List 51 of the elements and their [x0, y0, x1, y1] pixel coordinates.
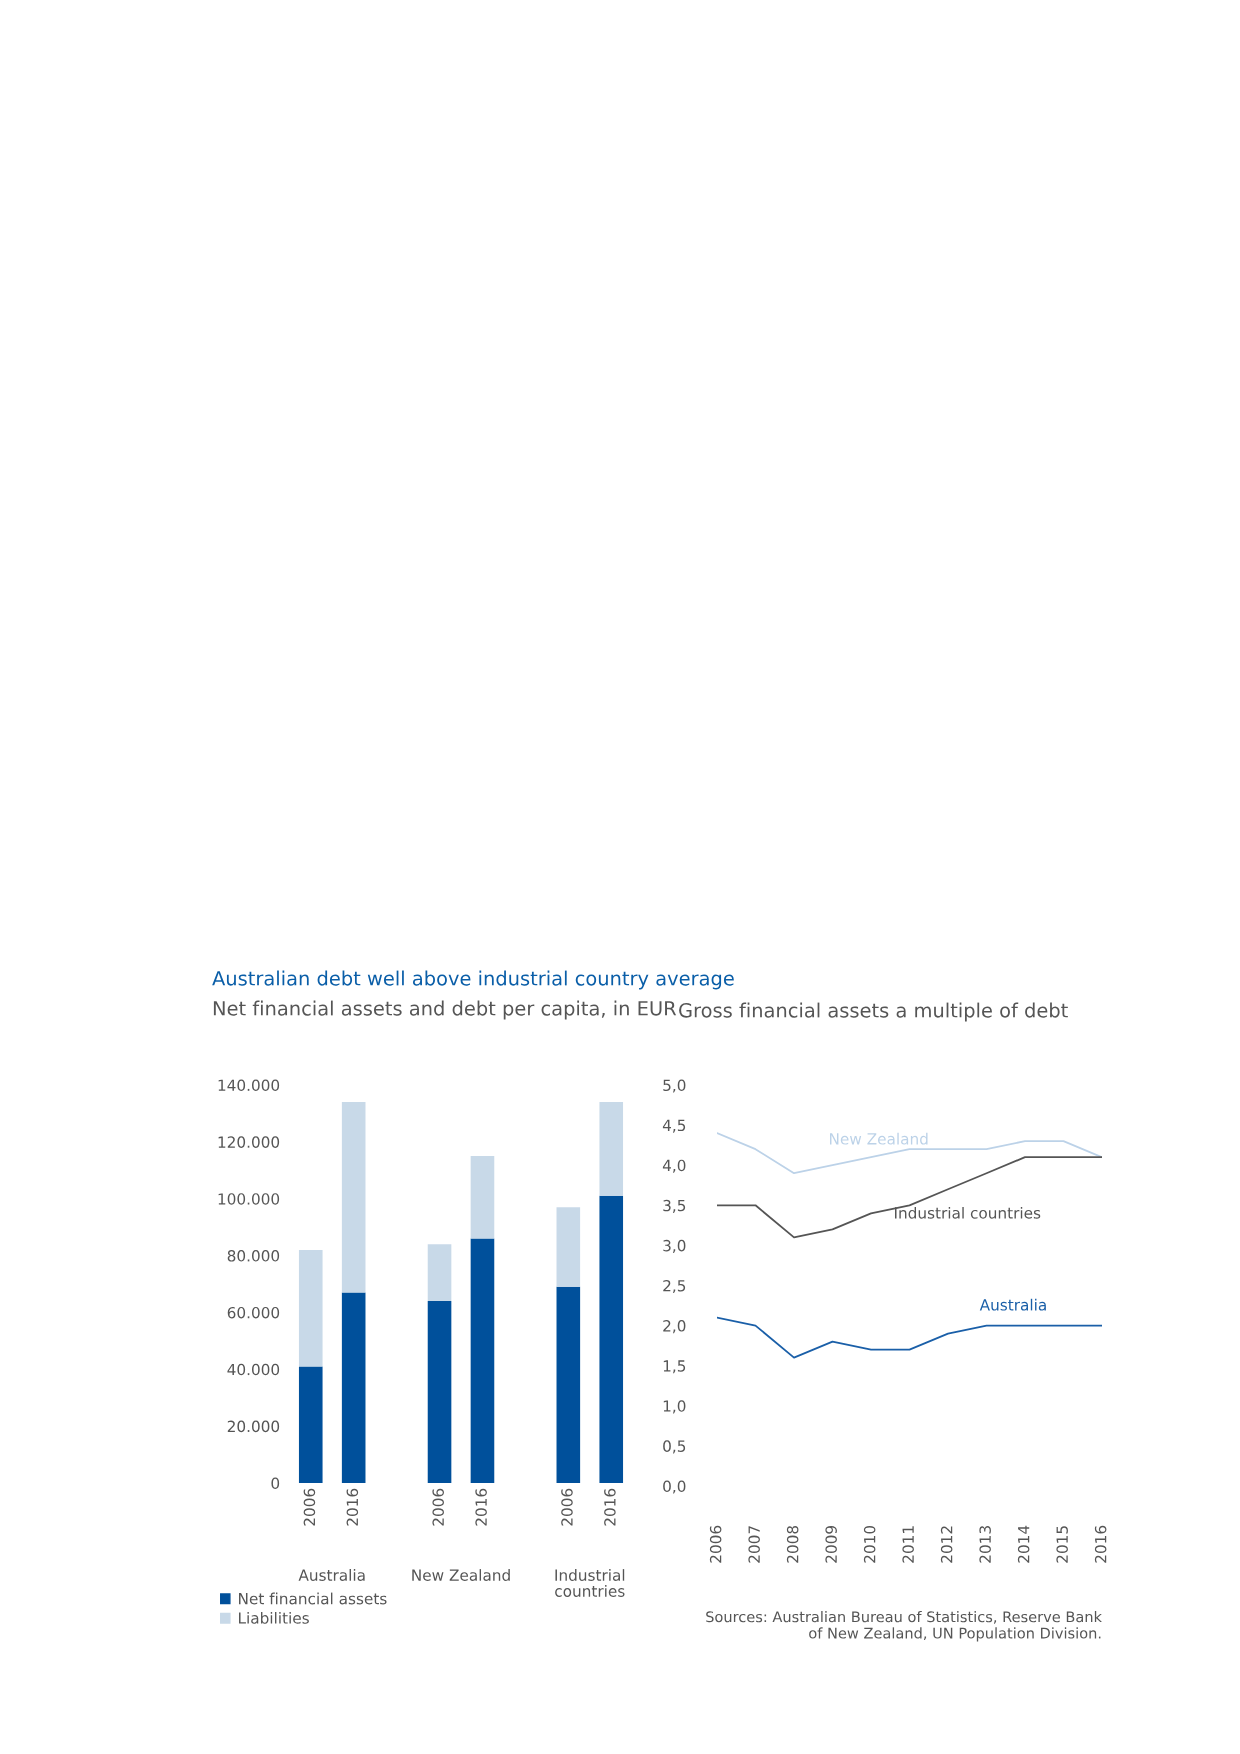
y-tick-label: 20.000 [227, 1420, 280, 1433]
x-tick-label: 2016 [1094, 1525, 1107, 1563]
series-label: Australia [979, 1298, 1046, 1311]
x-tick-label: 2010 [863, 1525, 876, 1563]
text: New Zealand [412, 1569, 510, 1581]
chart-title: Gross financial assets a multiple of debt [679, 1002, 1068, 1022]
x-tick-label: 2007 [748, 1526, 760, 1563]
y-tick-label: 3,0 [663, 1239, 686, 1253]
line-series [717, 1132, 1102, 1175]
source-note: Sources: Australian Bureau of Statistics, Reserve Bank of New Zealand, UN Population Division. [706, 1611, 1102, 1642]
legend-label: Liabilities [239, 1611, 309, 1624]
chart-title: Australian debt well above industrial country average [212, 970, 734, 990]
y-tick-label: 0,5 [663, 1440, 686, 1454]
text: Industrial countries [555, 1569, 625, 1597]
x-tick-label: 2012 [940, 1526, 953, 1563]
x-tick-label: 2006 [303, 1488, 316, 1526]
y-tick-label: 120.000 [218, 1136, 280, 1148]
x-tick-label: 2014 [1017, 1525, 1030, 1563]
x-tick-label: 2006 [432, 1488, 444, 1526]
line-series [717, 1316, 1102, 1359]
x-tick-label: 2016 [604, 1488, 616, 1526]
legend-label: Net financial assets [239, 1592, 387, 1605]
y-tick-label: 80.000 [227, 1250, 280, 1262]
x-tick-label: 2013 [979, 1526, 991, 1563]
x-tick-label: 2006 [709, 1525, 722, 1563]
y-tick-label: 0 [271, 1477, 280, 1490]
y-tick-label: 2,0 [663, 1320, 686, 1334]
y-tick-label: 40.000 [227, 1363, 280, 1376]
x-tick-label: 2008 [786, 1525, 799, 1563]
x-tick-label: 2006 [561, 1488, 573, 1526]
y-tick-label: 60.000 [227, 1306, 280, 1319]
y-tick-label: 1,0 [663, 1400, 686, 1414]
text: Australia [298, 1569, 365, 1581]
chart-subtitle: Net financial assets and debt per capita, in EUR [213, 1000, 677, 1020]
y-tick-label: 4,0 [662, 1159, 686, 1173]
y-tick-label: 0,0 [663, 1480, 686, 1494]
series-label: New Zealand [830, 1132, 928, 1145]
line-series [717, 1156, 1102, 1239]
x-tick-label: 2011 [902, 1526, 914, 1563]
y-tick-label: 1,5 [663, 1360, 686, 1374]
y-tick-label: 3,5 [663, 1199, 686, 1213]
series-label: Industrial countries [895, 1206, 1041, 1219]
x-tick-label: 2016 [346, 1488, 359, 1526]
y-tick-label: 5,0 [663, 1079, 686, 1093]
x-tick-label: 2009 [825, 1525, 837, 1563]
y-tick-label: 2,5 [663, 1279, 686, 1294]
y-tick-label: 4,5 [662, 1119, 686, 1133]
x-tick-label: 2016 [475, 1488, 487, 1526]
y-tick-label: 100.000 [218, 1193, 280, 1205]
y-tick-label: 140.000 [218, 1079, 280, 1092]
x-tick-label: 2015 [1056, 1526, 1068, 1563]
